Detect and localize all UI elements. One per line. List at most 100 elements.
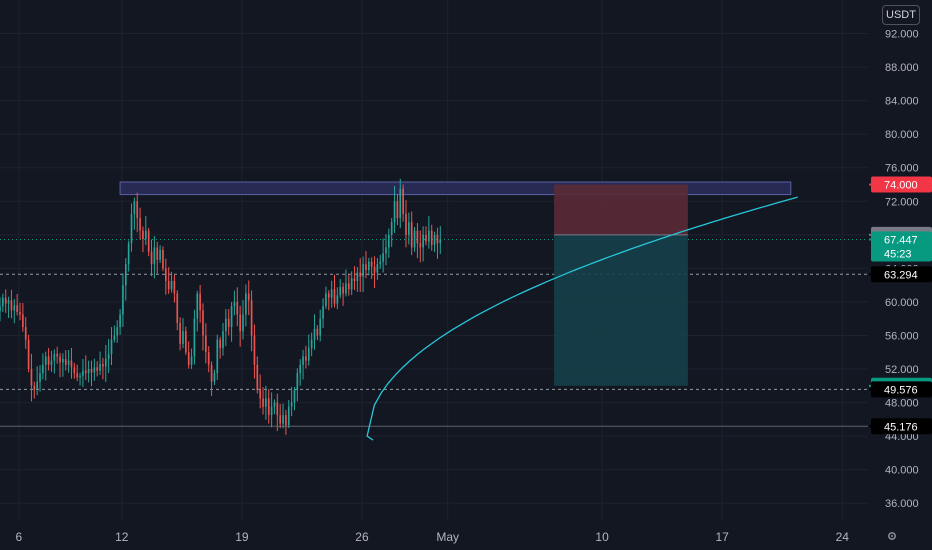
candle-body [53,353,56,361]
price-label: 63.294 [869,266,932,283]
candle-body [182,331,184,344]
candle-body [319,318,322,336]
price-label-text: 74.000 [884,180,918,192]
candle-body [396,201,399,219]
candle-body [82,370,84,376]
candle-body [193,318,196,357]
candle-body [113,335,116,340]
candle-body [196,293,199,319]
candle-body [233,301,236,307]
candle-body [39,373,41,382]
candle-body [205,335,207,353]
candle-body [376,264,379,273]
candle-body [353,278,356,281]
candle-body [19,312,21,315]
candle-body [104,358,107,367]
candle-body [190,356,193,365]
price-label-bg [871,266,932,283]
time-axis[interactable]: 6 12 19 26 May 10 17 24 [16,530,850,544]
candle-body [347,283,350,290]
candle-body [325,293,327,307]
candle-body [47,356,50,365]
candle-body [96,367,99,371]
candle-body [316,328,319,336]
candle-body [413,230,416,248]
candle-body [107,353,110,359]
candle-body [150,251,153,265]
candle-body [359,272,362,277]
candle-body [390,222,393,235]
price-label-countdown: 45:23 [884,248,912,260]
candle-body [245,293,247,315]
candle-body [370,261,373,267]
candle-body [439,239,442,244]
candle-body [339,286,342,296]
currency-label[interactable]: USDT [882,5,920,25]
price-label-tick [869,273,873,276]
candle-body [164,268,167,281]
candle-body [147,230,150,252]
candle-body [122,285,124,315]
candle-body [93,367,96,373]
candle-body [222,331,224,349]
candle-body [285,415,287,426]
candle-body [202,310,204,336]
candle-body [199,293,201,311]
curve-line [366,196,798,441]
x-tick-label: 12 [115,530,129,544]
price-label-tick [869,388,873,391]
candle-body [170,280,173,290]
candle-body [293,390,296,403]
resistance-zone[interactable] [119,181,792,196]
short-position-tool[interactable] [554,184,688,386]
candle-body [22,314,24,328]
candle-body [33,385,36,390]
y-tick-label: 80.000 [885,129,919,141]
candle-body [287,406,290,426]
candle-body [0,306,1,312]
candle-body [430,230,433,245]
candle-body [405,213,407,235]
price-label-bg [871,418,932,435]
candle-body [373,266,376,273]
y-tick-label: 48.000 [885,398,919,410]
candle-body [299,364,302,374]
x-tick-label: 6 [16,530,23,544]
candle-body [273,402,276,407]
price-axis-labels: 74.00068.00067.44745:2363.29450.00049.57… [869,176,932,435]
candle-body [185,331,187,353]
x-tick-label: 26 [355,530,369,544]
candle-body [102,364,104,367]
candle-body [216,339,219,374]
trend-curve[interactable] [366,196,798,441]
y-tick-label: 40.000 [885,465,919,477]
y-tick-label: 36.000 [885,498,919,510]
price-label-bg [871,176,932,193]
y-tick-label: 52.000 [885,364,919,376]
candle-body [207,352,210,365]
candle-body [167,280,170,290]
candle-body [336,295,339,304]
candle-body [387,234,390,248]
resistance-rect [119,181,792,196]
candle-body [330,289,333,298]
candle-body [176,293,179,323]
candle-body [256,364,259,390]
candle-body [4,297,7,304]
candle-body [156,247,159,260]
candle-body [342,286,344,294]
candle-body [225,318,227,332]
settings-gear-icon[interactable] [886,530,898,542]
candle-body [436,234,439,244]
price-label-bg [871,381,932,398]
y-tick-label: 56.000 [885,330,919,342]
candle-body [136,201,139,219]
candle-body [236,301,239,315]
candle-body [250,300,253,336]
candle-body [79,375,81,378]
candle-body [73,367,76,374]
y-tick-label: 60.000 [885,297,919,309]
candle-body [305,356,307,361]
